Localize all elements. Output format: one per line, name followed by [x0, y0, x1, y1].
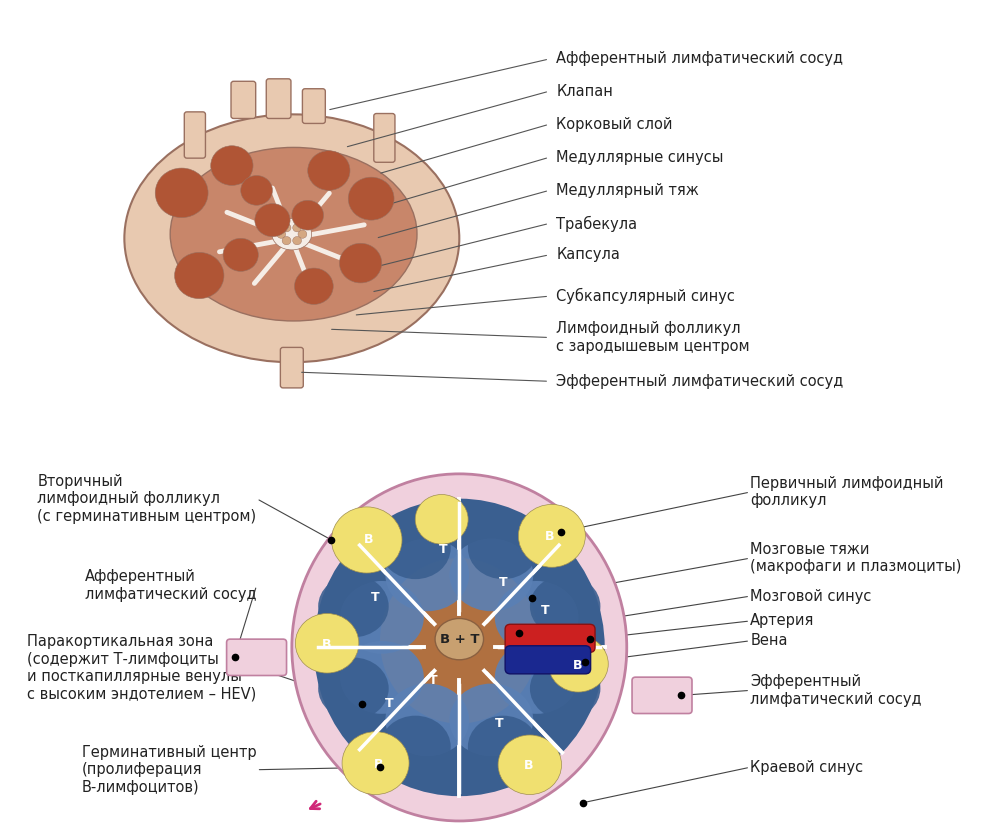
Ellipse shape: [341, 581, 424, 654]
Circle shape: [295, 613, 358, 673]
Ellipse shape: [318, 657, 389, 720]
Text: B: B: [572, 659, 582, 672]
Circle shape: [343, 731, 409, 795]
Text: Эфферентный
лимфатический сосуд: Эфферентный лимфатический сосуд: [750, 674, 922, 706]
FancyBboxPatch shape: [184, 111, 206, 158]
Text: T: T: [371, 592, 380, 604]
Circle shape: [340, 243, 382, 283]
Text: Лимфоидный фолликул
с зародышевым центром: Лимфоидный фолликул с зародышевым центро…: [556, 321, 749, 354]
FancyBboxPatch shape: [266, 79, 291, 118]
Text: Герминативный центр
(пролиферация
В-лимфоцитов): Герминативный центр (пролиферация В-лимф…: [82, 745, 256, 795]
Text: Эфферентный лимфатический сосуд: Эфферентный лимфатический сосуд: [556, 374, 843, 389]
Text: Медуллярные синусы: Медуллярные синусы: [556, 150, 724, 165]
FancyBboxPatch shape: [302, 89, 326, 123]
Ellipse shape: [530, 657, 600, 720]
Text: B: B: [363, 533, 373, 547]
FancyBboxPatch shape: [505, 646, 591, 674]
Ellipse shape: [468, 518, 539, 579]
Text: Мозговой синус: Мозговой синус: [750, 589, 871, 604]
Ellipse shape: [449, 538, 534, 612]
Ellipse shape: [449, 684, 534, 756]
Text: T: T: [429, 674, 438, 687]
Text: Афферентный
лимфатический сосуд: Афферентный лимфатический сосуд: [85, 569, 256, 602]
Circle shape: [292, 201, 324, 230]
Text: B: B: [373, 758, 383, 771]
Text: T: T: [542, 604, 550, 617]
Ellipse shape: [385, 684, 469, 756]
Ellipse shape: [292, 474, 627, 821]
Text: Медуллярный тяж: Медуллярный тяж: [556, 183, 699, 198]
Text: Капсула: Капсула: [556, 247, 620, 262]
Circle shape: [155, 168, 208, 218]
Circle shape: [223, 238, 258, 271]
Circle shape: [332, 507, 402, 573]
Text: Субкапсулярный синус: Субкапсулярный синус: [556, 288, 736, 305]
Circle shape: [211, 146, 253, 186]
Text: Клапан: Клапан: [556, 84, 613, 99]
Text: Артерия: Артерия: [750, 613, 815, 628]
Ellipse shape: [495, 581, 578, 654]
Ellipse shape: [170, 147, 417, 321]
FancyBboxPatch shape: [374, 113, 395, 162]
Ellipse shape: [318, 575, 389, 637]
Ellipse shape: [435, 618, 483, 660]
Text: T: T: [495, 717, 503, 730]
Text: Краевой синус: Краевой синус: [750, 760, 863, 775]
Ellipse shape: [272, 219, 312, 250]
Ellipse shape: [125, 114, 459, 362]
Text: B: B: [323, 638, 332, 651]
Circle shape: [548, 636, 608, 692]
FancyBboxPatch shape: [231, 82, 255, 118]
Text: B: B: [545, 530, 554, 543]
Circle shape: [277, 230, 286, 238]
FancyBboxPatch shape: [632, 677, 692, 714]
Circle shape: [294, 268, 334, 305]
Text: Афферентный лимфатический сосуд: Афферентный лимфатический сосуд: [556, 52, 843, 67]
Ellipse shape: [380, 716, 450, 778]
Text: B + T: B + T: [440, 632, 479, 646]
FancyBboxPatch shape: [227, 639, 286, 676]
Ellipse shape: [380, 558, 539, 724]
Text: Паракортикальная зона
(содержит Т-лимфоциты
и посткапиллярные венулы
с высоким э: Паракортикальная зона (содержит Т-лимфоц…: [28, 635, 256, 701]
Circle shape: [348, 177, 394, 220]
Ellipse shape: [385, 538, 469, 612]
Ellipse shape: [341, 641, 424, 714]
Circle shape: [415, 494, 468, 544]
Text: T: T: [499, 577, 508, 589]
Text: T: T: [440, 543, 447, 557]
Circle shape: [241, 176, 272, 206]
Ellipse shape: [380, 518, 450, 579]
Circle shape: [282, 224, 291, 232]
Circle shape: [282, 236, 291, 245]
Text: Мозговые тяжи
(макрофаги и плазмоциты): Мозговые тяжи (макрофаги и плазмоциты): [750, 542, 961, 574]
Circle shape: [498, 735, 561, 795]
FancyBboxPatch shape: [505, 624, 595, 652]
Text: T: T: [384, 697, 393, 710]
Circle shape: [174, 252, 224, 299]
Ellipse shape: [468, 716, 539, 778]
Text: Вторичный
лимфоидный фолликул
(с герминативным центром): Вторичный лимфоидный фолликул (с гермина…: [38, 473, 256, 523]
Ellipse shape: [314, 498, 605, 796]
Text: Вена: Вена: [750, 633, 788, 648]
FancyBboxPatch shape: [280, 348, 303, 388]
Circle shape: [293, 236, 302, 245]
Circle shape: [293, 224, 302, 232]
Text: Первичный лимфоидный
фолликул: Первичный лимфоидный фолликул: [750, 476, 943, 508]
Circle shape: [308, 151, 350, 191]
Text: Корковый слой: Корковый слой: [556, 116, 673, 131]
Ellipse shape: [495, 641, 578, 714]
Circle shape: [254, 204, 290, 236]
Text: Трабекула: Трабекула: [556, 215, 638, 231]
Ellipse shape: [530, 575, 600, 637]
Circle shape: [519, 504, 585, 567]
Circle shape: [298, 230, 307, 238]
Text: B: B: [524, 759, 534, 772]
